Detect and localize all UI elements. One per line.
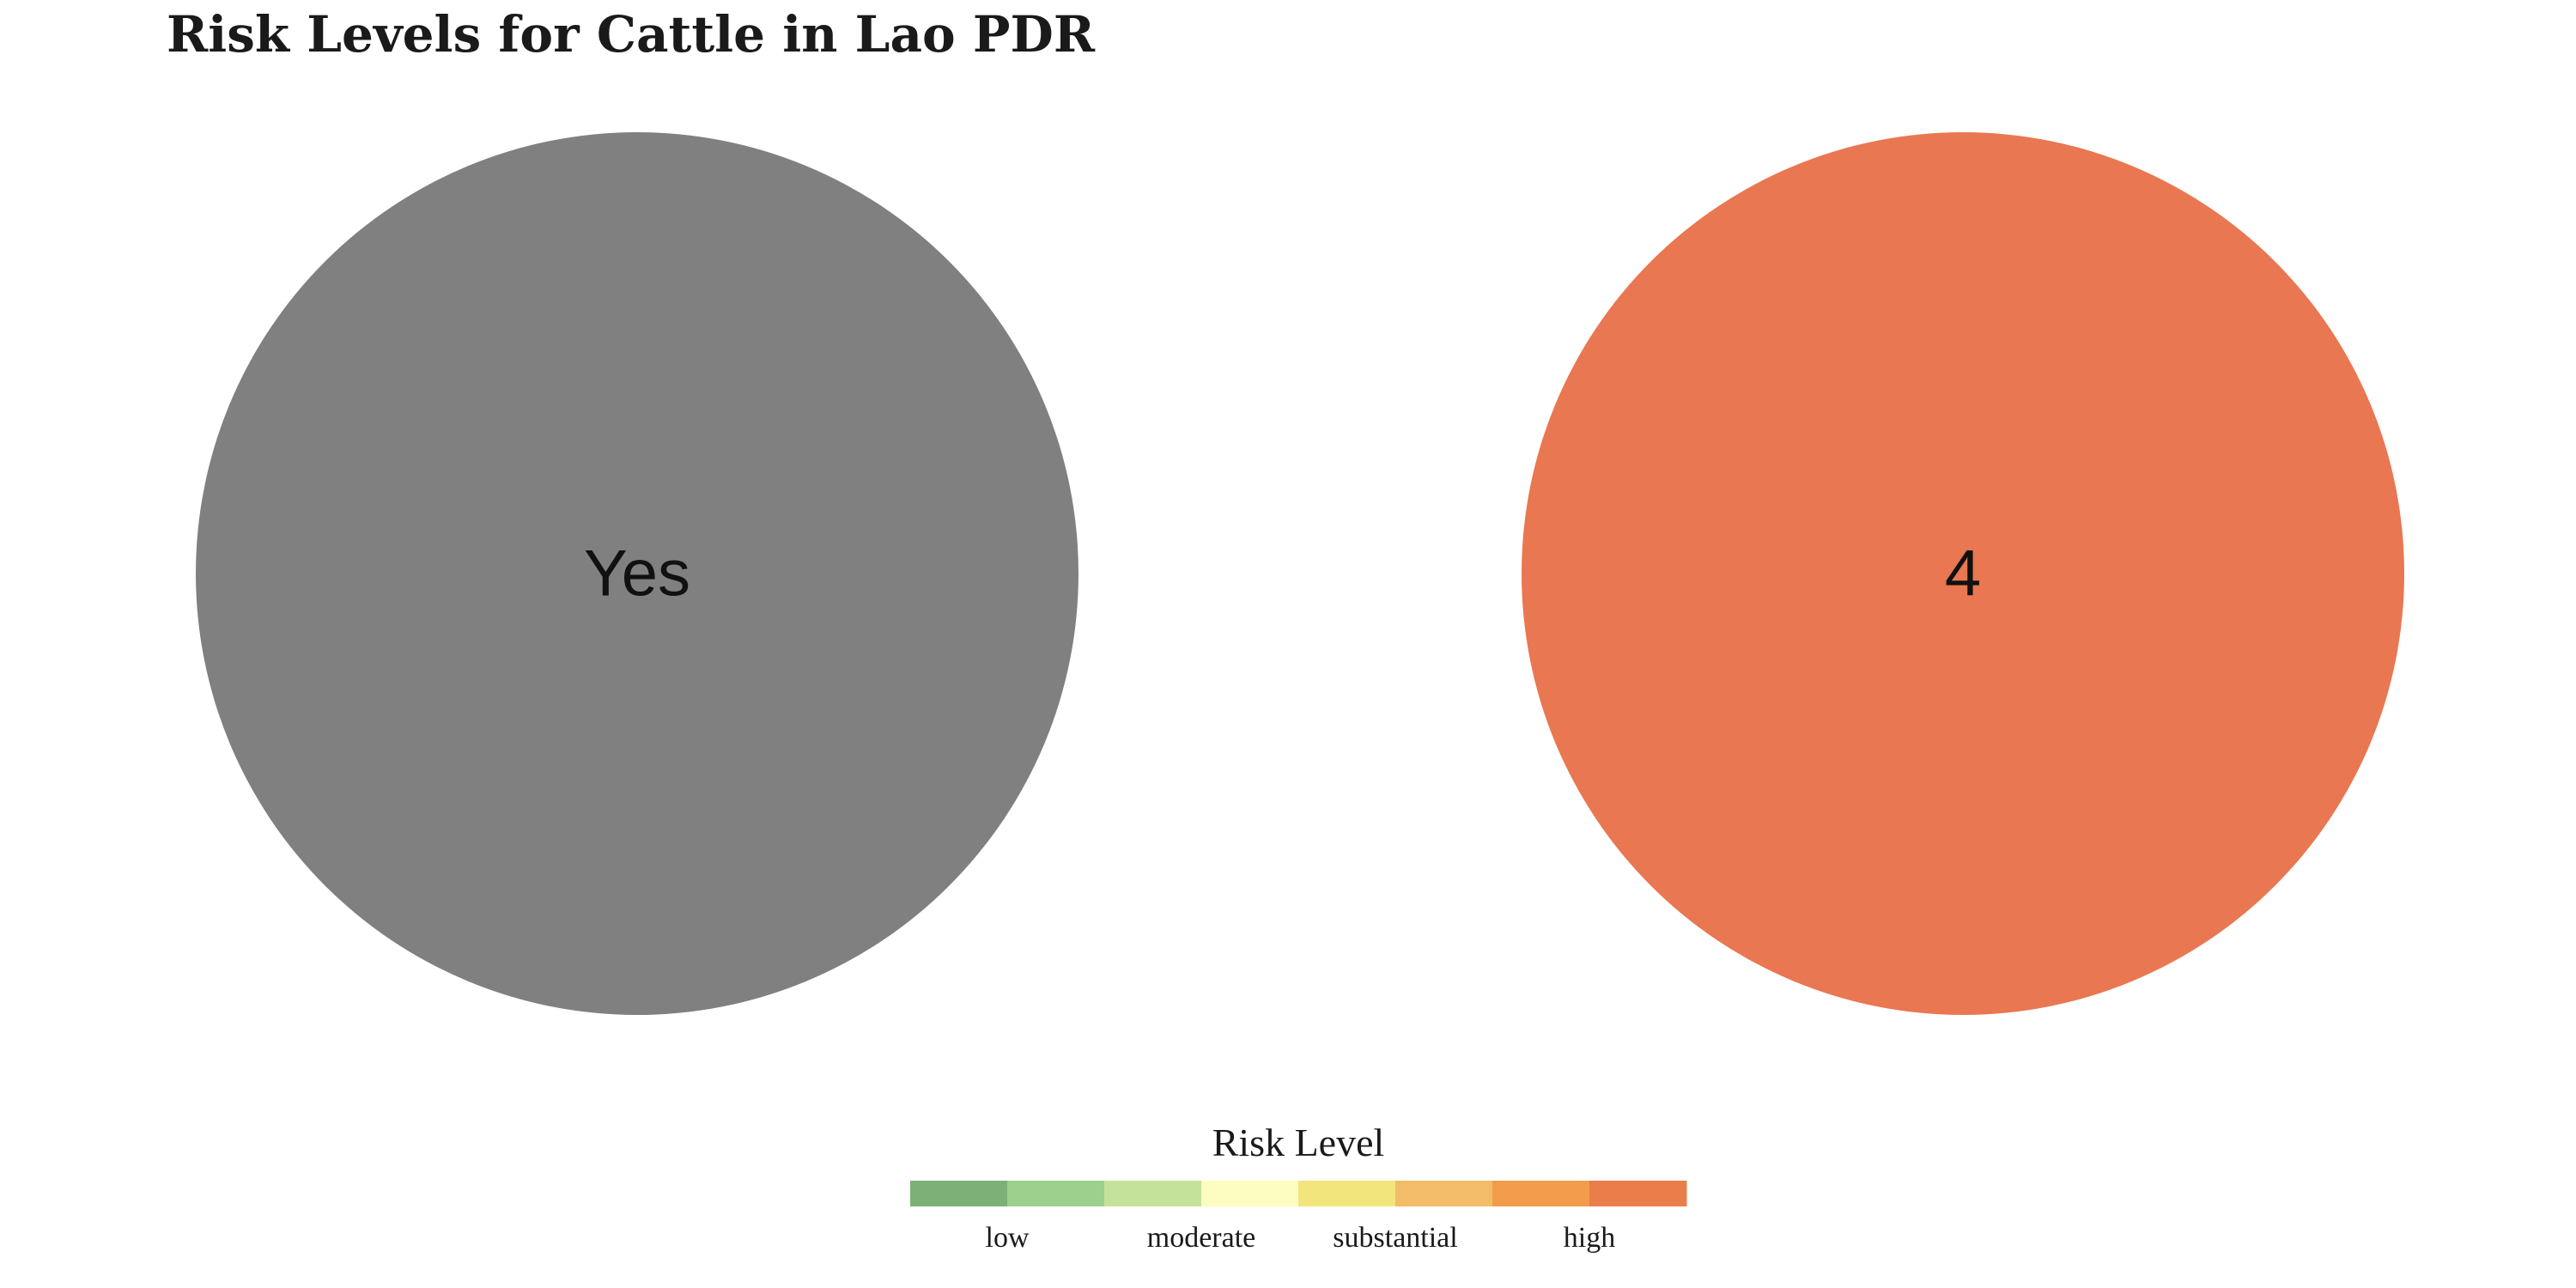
pie-panels: Yes 4	[196, 132, 2404, 1015]
pie-slice-2	[1522, 132, 2404, 1015]
legend-color-bar	[910, 1181, 1687, 1206]
chart-title: Risk Levels for Cattle in Lao PDR	[167, 5, 1096, 64]
legend-tick-label: substantial	[1333, 1222, 1457, 1254]
pie-label-2: 4	[1945, 538, 1981, 611]
legend-tick-label: high	[1564, 1222, 1615, 1254]
risk-level-legend: Risk Level low moderate substantial high	[910, 1121, 1687, 1254]
legend-tick-label: moderate	[1147, 1222, 1256, 1254]
legend-tick-label: low	[986, 1222, 1030, 1254]
legend-swatch-4	[1201, 1181, 1299, 1206]
legend-swatch-7	[1492, 1181, 1590, 1206]
legend-swatch-1	[910, 1181, 1008, 1206]
pie-slice-1	[196, 132, 1078, 1015]
legend-swatch-8	[1589, 1181, 1687, 1206]
legend-swatch-3	[1104, 1181, 1202, 1206]
legend-tick-labels: low moderate substantial high	[986, 1222, 1616, 1254]
legend-title: Risk Level	[1212, 1121, 1385, 1164]
legend-swatch-2	[1007, 1181, 1105, 1206]
legend-swatch-6	[1395, 1181, 1493, 1206]
legend-swatch-5	[1298, 1181, 1396, 1206]
pie-label-1: Yes	[584, 538, 690, 611]
